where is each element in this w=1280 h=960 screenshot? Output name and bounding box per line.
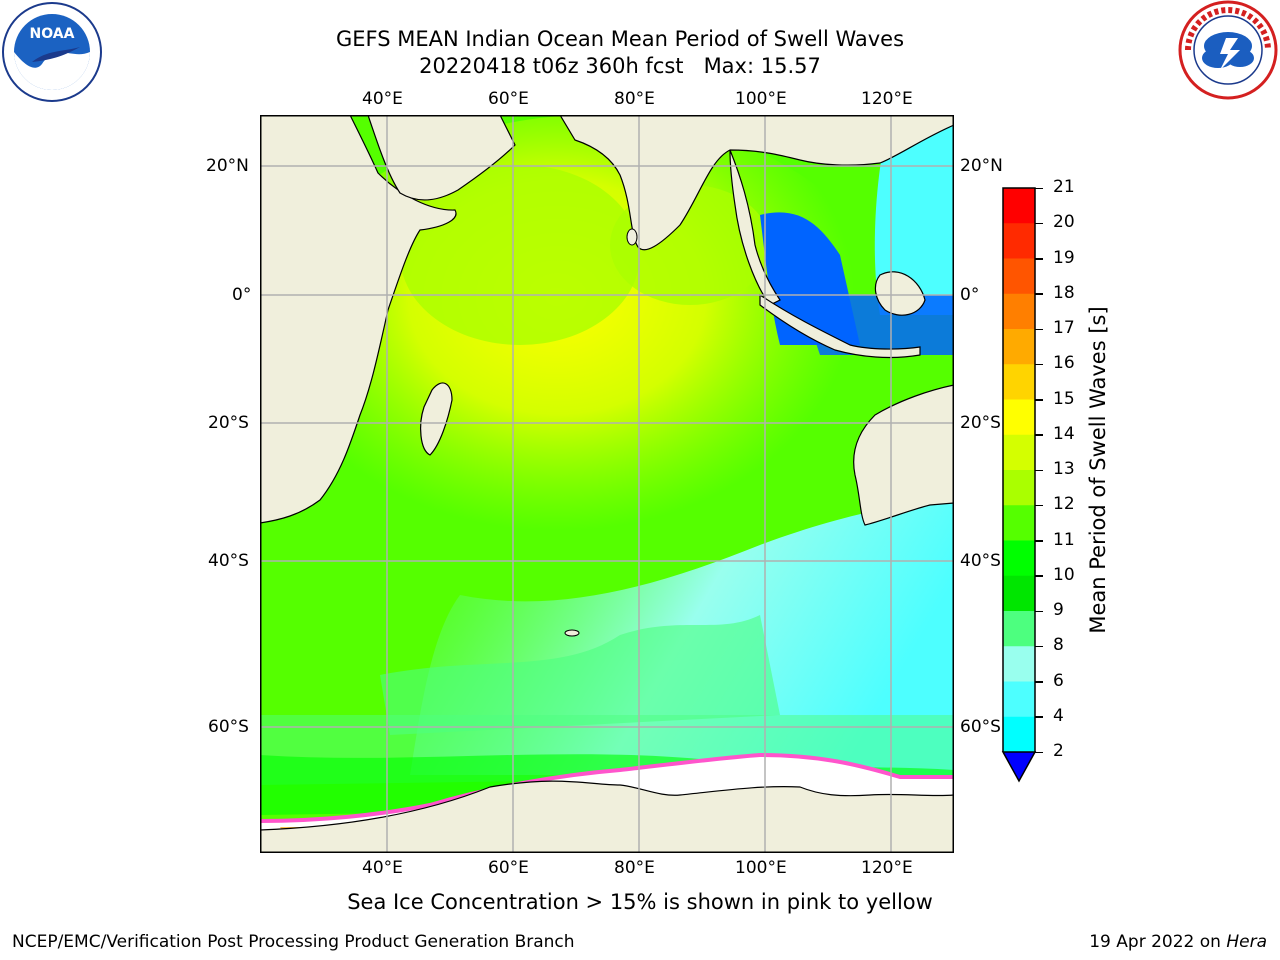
colorbar-tick-mark — [1035, 399, 1043, 401]
colorbar-tick-mark — [1035, 363, 1043, 366]
lat-label-left-20n: 20°N — [206, 156, 249, 176]
lat-label-right-20n: 20°N — [960, 156, 1003, 176]
colorbar-block — [1003, 258, 1035, 295]
lon-label-top-40e: 40°E — [362, 89, 403, 109]
footer-date: 19 Apr 2022 on Hera — [1089, 932, 1267, 952]
colorbar-tick-mark — [1035, 610, 1043, 612]
lat-label-left-20s: 20°S — [208, 413, 249, 433]
footer-host: Hera — [1226, 932, 1267, 952]
colorbar-tick-label: 16 — [1053, 353, 1075, 374]
colorbar-block — [1003, 434, 1035, 471]
chart-subtitle: 20220418 t06z 360h fcst Max: 15.57 — [419, 54, 821, 78]
lat-label-right-0: 0° — [960, 285, 980, 305]
colorbar-block — [1003, 540, 1035, 577]
colorbar-tick-label: 17 — [1053, 318, 1075, 338]
colorbar-tick-mark — [1035, 751, 1043, 753]
lon-label-top-120e: 120°E — [861, 89, 913, 109]
colorbar-tick-label: 14 — [1053, 423, 1075, 444]
colorbar-tick-label: 20 — [1053, 212, 1075, 233]
colorbar-tick-mark — [1035, 540, 1043, 542]
nws-logo-icon — [1178, 0, 1278, 100]
footer-date-text: 19 Apr 2022 on — [1089, 932, 1227, 952]
colorbar-tick-mark — [1035, 187, 1043, 189]
map-frame — [260, 115, 954, 853]
colorbar-block — [1003, 223, 1035, 259]
colorbar-tick-mark — [1035, 575, 1043, 577]
colorbar-tick-label: 8 — [1053, 635, 1064, 656]
colorbar-tick-mark — [1035, 293, 1043, 295]
africa-land — [260, 115, 457, 524]
lat-label-right-40s: 40°S — [960, 551, 1001, 571]
indonesia-land — [759, 293, 921, 359]
colorbar-tick-label: 10 — [1053, 564, 1075, 585]
colorbar-label-text: Mean Period of Swell Waves [s] — [1086, 306, 1110, 634]
colorbar-tick-mark — [1035, 469, 1043, 471]
colorbar-tick-label: 11 — [1053, 529, 1075, 550]
colorbar-blocks — [1003, 188, 1035, 753]
colorbar-block — [1003, 716, 1035, 753]
lon-label-bottom-80e: 80°E — [614, 858, 655, 878]
colorbar — [1000, 185, 1040, 785]
lat-label-left-40s: 40°S — [208, 551, 249, 571]
lon-label-bottom-120e: 120°E — [861, 858, 913, 878]
colorbar-tick-label: 2 — [1053, 741, 1064, 761]
lon-label-bottom-40e: 40°E — [362, 858, 403, 878]
colorbar-block — [1003, 188, 1035, 224]
colorbar-block — [1003, 364, 1035, 400]
chart-title: GEFS MEAN Indian Ocean Mean Period of Sw… — [335, 27, 905, 51]
colorbar-tick-mark — [1035, 716, 1043, 718]
colorbar-tick-mark — [1035, 645, 1043, 648]
lat-label-right-20s: 20°S — [960, 413, 1001, 433]
colorbar-tick-mark — [1035, 222, 1043, 225]
map-panel — [260, 115, 954, 853]
colorbar-block — [1003, 329, 1035, 365]
colorbar-tick-mark — [1035, 681, 1043, 683]
colorbar-tick-mark — [1035, 328, 1043, 330]
colorbar-tick-label: 21 — [1053, 177, 1075, 197]
lon-label-bottom-60e: 60°E — [488, 858, 529, 878]
colorbar-tick-mark — [1035, 504, 1043, 507]
colorbar-block — [1003, 470, 1035, 506]
colorbar-block — [1003, 681, 1035, 718]
lon-label-top-100e: 100°E — [735, 89, 787, 109]
sea-ice-caption: Sea Ice Concentration > 15% is shown in … — [347, 890, 933, 914]
lat-label-left-0: 0° — [232, 285, 252, 305]
colorbar-tick-label: 6 — [1053, 670, 1064, 691]
lon-label-top-80e: 80°E — [614, 89, 655, 109]
lon-label-top-60e: 60°E — [488, 89, 529, 109]
colorbar-block — [1003, 575, 1035, 612]
swell-period-map — [260, 115, 954, 853]
colorbar-block — [1003, 611, 1035, 647]
colorbar-block — [1003, 505, 1035, 541]
colorbar-tick-mark — [1035, 258, 1043, 260]
colorbar-label: Mean Period of Swell Waves [s] — [1086, 306, 1110, 633]
asia-land — [559, 115, 954, 251]
colorbar-tick-label: 18 — [1053, 282, 1075, 303]
colorbar-tick-label: 9 — [1053, 600, 1064, 620]
colorbar-extend-arrow — [1001, 751, 1037, 783]
colorbar-svg — [1001, 187, 1037, 783]
noaa-logo-text: NOAA — [30, 26, 75, 42]
lat-label-left-60s: 60°S — [208, 717, 249, 737]
antarctica-land — [260, 780, 954, 853]
noaa-logo-icon: NOAA — [2, 2, 102, 102]
madagascar-land — [420, 382, 453, 456]
lon-label-bottom-100e: 100°E — [735, 858, 787, 878]
sea-ice-edge — [260, 752, 954, 823]
map-gridlines — [260, 115, 954, 853]
colorbar-block — [1003, 293, 1035, 330]
colorbar-tick-mark — [1035, 434, 1043, 436]
colorbar-block — [1003, 399, 1035, 436]
colorbar-tick-label: 19 — [1053, 247, 1075, 268]
arabia-land — [367, 115, 516, 201]
footer-credit: NCEP/EMC/Verification Post Processing Pr… — [12, 932, 575, 952]
colorbar-tick-label: 13 — [1053, 459, 1075, 479]
colorbar-tick-label: 15 — [1053, 388, 1075, 409]
lat-label-right-60s: 60°S — [960, 717, 1001, 737]
colorbar-block — [1003, 646, 1035, 682]
colorbar-tick-label: 4 — [1053, 705, 1064, 726]
colorbar-tick-label: 12 — [1053, 494, 1075, 515]
australia-land — [853, 384, 954, 526]
